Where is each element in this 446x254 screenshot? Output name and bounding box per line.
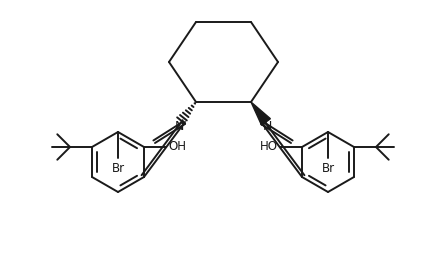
- Text: N: N: [262, 119, 272, 133]
- Text: Br: Br: [322, 162, 334, 175]
- Text: HO: HO: [260, 139, 278, 152]
- Text: N: N: [174, 119, 184, 133]
- Polygon shape: [251, 102, 270, 125]
- Text: OH: OH: [168, 139, 186, 152]
- Text: Br: Br: [112, 162, 124, 175]
